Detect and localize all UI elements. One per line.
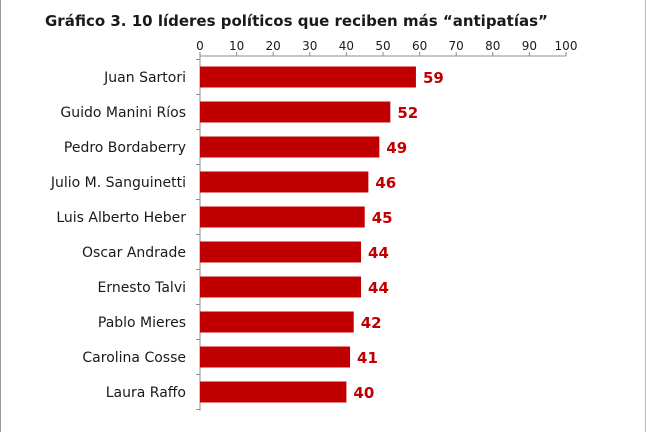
x-tick-label: 30 (302, 39, 317, 53)
data-label: 52 (397, 104, 418, 122)
data-label: 41 (357, 349, 378, 367)
x-tick-label: 20 (266, 39, 281, 53)
category-label: Pedro Bordaberry (64, 140, 186, 156)
bar (200, 346, 351, 368)
data-label: 46 (375, 174, 396, 192)
category-label: Laura Raffo (106, 385, 186, 401)
bar (200, 66, 416, 88)
category-label: Luis Alberto Heber (56, 210, 186, 226)
bar (200, 311, 354, 333)
x-tick-label: 80 (485, 39, 500, 53)
category-label: Carolina Cosse (82, 350, 186, 366)
data-label: 49 (386, 139, 407, 157)
page-border-right (645, 0, 646, 432)
data-label: 44 (368, 244, 389, 262)
x-tick-label: 60 (412, 39, 427, 53)
bar (200, 276, 362, 298)
x-tick-label: 10 (229, 39, 244, 53)
x-tick-label: 90 (522, 39, 537, 53)
bar (200, 241, 362, 263)
bar (200, 381, 347, 403)
category-label: Oscar Andrade (82, 245, 186, 261)
bar (200, 101, 391, 123)
category-label: Juan Sartori (103, 70, 186, 86)
data-label: 44 (368, 279, 389, 297)
data-label: 42 (361, 314, 382, 332)
chart-title: Gráfico 3. 10 líderes políticos que reci… (45, 12, 548, 30)
bar (200, 206, 365, 228)
x-tick-label: 100 (555, 39, 578, 53)
x-tick-label: 40 (339, 39, 354, 53)
category-label: Julio M. Sanguinetti (50, 175, 186, 191)
data-label: 45 (372, 209, 393, 227)
bar (200, 136, 380, 158)
category-label: Ernesto Talvi (97, 280, 186, 296)
data-label: 40 (353, 384, 374, 402)
x-tick-label: 50 (375, 39, 390, 53)
page-border-left (0, 0, 1, 432)
bar (200, 171, 369, 193)
x-tick-label: 0 (196, 39, 204, 53)
data-label: 59 (423, 69, 444, 87)
x-tick-label: 70 (449, 39, 464, 53)
category-label: Guido Manini Ríos (60, 105, 186, 121)
category-label: Pablo Mieres (98, 315, 186, 331)
